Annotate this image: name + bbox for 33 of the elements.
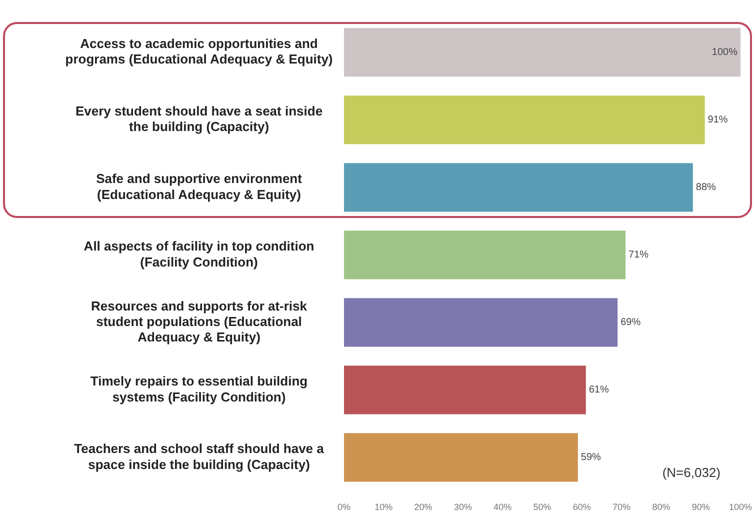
data-label: 71% [628,250,649,261]
data-label: 61% [588,384,609,396]
x-tick-label: 60% [572,502,591,512]
y-tick-label: Every student should have a seat inside the building (Capacity) [75,104,323,134]
bar [344,163,693,212]
annotation: (N=6,032) [662,464,720,480]
bar [344,366,586,414]
data-label: 100% [712,47,738,58]
x-tick-label: 90% [692,502,710,512]
bar [344,230,626,280]
data-label: 91% [708,114,728,126]
x-tick-label: 70% [612,502,631,512]
y-tick-label: All aspects of facility in top condition (Facility Condition) [84,238,314,270]
bar [344,433,578,482]
y-tick-label: Timely repairs to essential building systems (Facility Condition) [90,374,308,404]
y-tick-label: Access to academic opportunities and programs (Educational Adequacy & Equity) [65,36,333,67]
bar [344,96,705,144]
x-tick-label: 20% [414,502,432,512]
x-tick-label: 10% [374,502,393,512]
data-label: 59% [580,452,602,464]
data-label: 88% [696,182,716,194]
y-tick-label: Safe and supportive environment (Educational Adequacy & Equity) [96,171,303,202]
x-tick-label: 80% [652,502,670,512]
x-tick-label: 30% [454,502,472,512]
x-tick-label: 50% [533,502,552,512]
data-label: 69% [620,317,641,328]
x-tick-label: 100% [728,502,752,512]
bar [344,28,740,77]
y-tick-label: Resources and supports for at-risk student populations (Educational Adequacy & Equity) [91,298,308,345]
bar [344,298,618,347]
y-tick-label: Teachers and school staff should have a space inside the building (Capacity) [74,441,325,472]
x-tick-label: 0% [337,502,351,512]
x-tick-label: 40% [494,502,512,512]
